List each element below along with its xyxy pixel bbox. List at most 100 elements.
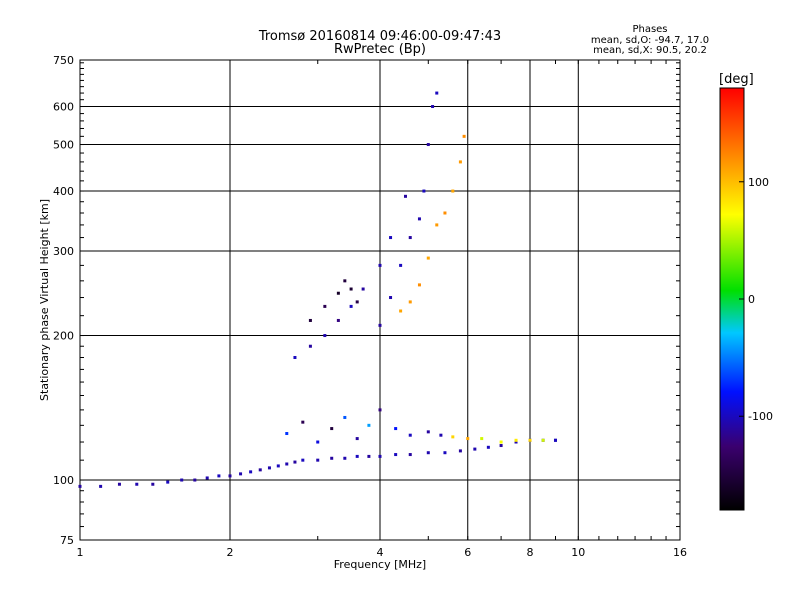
data-point-s2-0 xyxy=(293,355,297,359)
data-point-s4-6 xyxy=(426,143,430,147)
data-point-s5-7 xyxy=(458,160,462,164)
data-point-s5-1 xyxy=(408,300,412,304)
data-point-s5-8 xyxy=(462,134,466,138)
data-point-s0-20 xyxy=(330,456,334,460)
data-point-s1-13 xyxy=(466,437,470,441)
chart-title-line1: Tromsø 20160814 09:46:00-09:47:43 xyxy=(258,29,502,44)
y-tick-label: 400 xyxy=(53,185,74,198)
data-point-s5-4 xyxy=(435,223,439,227)
data-point-s4-3 xyxy=(408,236,412,240)
data-point-s0-27 xyxy=(426,451,430,455)
data-point-s1-2 xyxy=(316,440,320,444)
x-tick-label: 6 xyxy=(464,546,471,559)
data-point-s0-15 xyxy=(276,464,280,468)
data-point-s0-6 xyxy=(180,478,184,482)
data-point-s5-0 xyxy=(399,309,403,313)
data-point-s5-2 xyxy=(417,283,421,287)
data-point-s1-5 xyxy=(355,437,359,441)
data-point-s2-3 xyxy=(336,318,340,322)
phases-x-mode: mean, sd,X: 90.5, 20.2 xyxy=(593,45,707,56)
y-tick-label: 500 xyxy=(53,139,74,152)
x-tick-label: 2 xyxy=(227,546,234,559)
phases-heading: Phases xyxy=(632,24,668,35)
data-point-s0-26 xyxy=(408,453,412,457)
data-point-s1-15 xyxy=(499,440,503,444)
chart-title-line2: RwPretec (Bp) xyxy=(333,42,427,57)
data-point-s1-18 xyxy=(541,438,545,442)
data-point-s0-3 xyxy=(135,482,139,486)
data-point-s3-2 xyxy=(336,291,340,295)
data-point-s0-23 xyxy=(367,454,371,458)
data-point-s4-2 xyxy=(399,263,403,267)
colorbar-tick-label: 100 xyxy=(748,176,769,189)
plot-frame xyxy=(79,59,681,541)
x-tick-label: 8 xyxy=(527,546,534,559)
data-point-s2-8 xyxy=(403,194,407,198)
phases-o-mode: mean, sd,O: -94.7, 17.0 xyxy=(590,35,710,46)
y-tick-label: 600 xyxy=(53,101,74,114)
y-tick-label: 300 xyxy=(53,245,74,258)
data-point-s0-5 xyxy=(166,480,170,484)
data-point-s0-13 xyxy=(258,468,262,472)
data-point-s0-19 xyxy=(316,458,320,462)
data-point-s0-28 xyxy=(443,451,447,455)
x-tick-label: 1 xyxy=(77,546,84,559)
data-point-s0-4 xyxy=(151,482,155,486)
data-point-s0-0 xyxy=(78,484,82,488)
data-point-s1-14 xyxy=(480,437,484,441)
y-tick-label: 75 xyxy=(60,534,74,547)
data-point-s0-21 xyxy=(343,456,347,460)
data-point-s4-7 xyxy=(431,105,435,109)
data-point-s1-7 xyxy=(378,408,382,412)
x-tick-label: 16 xyxy=(673,546,687,559)
y-tick-label: 750 xyxy=(53,54,74,67)
data-point-s0-22 xyxy=(355,454,359,458)
data-point-s3-0 xyxy=(308,318,312,322)
colorbar-unit-label: [deg] xyxy=(719,72,754,87)
data-point-s1-12 xyxy=(451,435,455,439)
data-point-s1-11 xyxy=(439,433,443,437)
data-point-s2-1 xyxy=(308,344,312,348)
x-axis-title: Frequency [MHz] xyxy=(334,558,426,571)
data-point-s0-12 xyxy=(249,470,253,474)
y-tick-label: 200 xyxy=(53,330,74,343)
data-point-s1-19 xyxy=(553,438,557,442)
data-point-s0-11 xyxy=(239,472,243,476)
data-point-s0-25 xyxy=(394,453,398,457)
colorbar-tick-label: -100 xyxy=(748,410,773,423)
data-point-s1-3 xyxy=(330,427,334,431)
data-point-s0-14 xyxy=(267,466,271,470)
y-tick-label: 100 xyxy=(53,474,74,487)
data-point-s0-2 xyxy=(117,482,121,486)
data-point-s2-5 xyxy=(361,287,365,291)
data-point-s0-1 xyxy=(99,484,103,488)
data-point-s0-8 xyxy=(205,476,209,480)
data-point-s5-5 xyxy=(443,211,447,215)
data-point-s0-31 xyxy=(486,445,490,449)
data-point-s0-17 xyxy=(293,460,297,464)
data-point-s2-4 xyxy=(349,304,353,308)
x-tick-label: 4 xyxy=(377,546,384,559)
data-point-s5-6 xyxy=(451,189,455,193)
data-point-s0-10 xyxy=(228,474,232,478)
data-point-s0-33 xyxy=(514,440,518,444)
data-point-s3-4 xyxy=(349,287,353,291)
data-point-s4-0 xyxy=(378,323,382,327)
data-point-s2-2 xyxy=(323,334,327,338)
data-point-s4-4 xyxy=(417,217,421,221)
data-point-s0-29 xyxy=(458,449,462,453)
data-point-s1-1 xyxy=(301,420,305,424)
data-point-s2-7 xyxy=(389,236,393,240)
data-point-s3-3 xyxy=(343,279,347,283)
data-point-s1-0 xyxy=(285,432,289,436)
data-point-s5-3 xyxy=(426,256,430,260)
data-point-s0-30 xyxy=(473,447,477,451)
data-point-s4-1 xyxy=(389,296,393,300)
data-point-s1-16 xyxy=(514,438,518,442)
data-point-s0-9 xyxy=(217,474,221,478)
data-point-s0-18 xyxy=(301,458,305,462)
colorbar-tick-label: 0 xyxy=(748,293,755,306)
y-axis-title: Stationary phase Virtual Height [km] xyxy=(38,199,51,401)
data-point-s0-7 xyxy=(193,478,197,482)
